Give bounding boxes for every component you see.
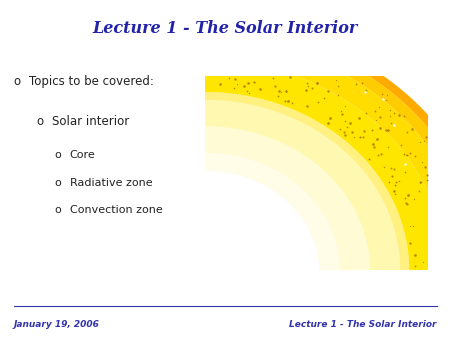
Text: o: o xyxy=(54,150,61,161)
Text: o: o xyxy=(54,204,61,215)
Polygon shape xyxy=(205,29,450,270)
Polygon shape xyxy=(205,100,400,270)
Text: January 19, 2006: January 19, 2006 xyxy=(14,320,99,329)
Polygon shape xyxy=(205,92,409,270)
Text: Solar interior: Solar interior xyxy=(52,115,129,128)
Polygon shape xyxy=(205,126,370,270)
Text: Lecture 1 - The Solar Interior: Lecture 1 - The Solar Interior xyxy=(289,320,436,329)
Polygon shape xyxy=(205,171,319,270)
Polygon shape xyxy=(205,40,450,270)
Polygon shape xyxy=(205,152,340,270)
Text: Core: Core xyxy=(70,150,95,161)
Text: Topics to be covered:: Topics to be covered: xyxy=(29,75,154,88)
Text: Convection zone: Convection zone xyxy=(70,204,162,215)
Text: o: o xyxy=(54,177,61,188)
Text: Lecture 1 - The Solar Interior: Lecture 1 - The Solar Interior xyxy=(92,20,358,37)
Polygon shape xyxy=(205,92,409,270)
Text: Radiative zone: Radiative zone xyxy=(70,177,153,188)
Polygon shape xyxy=(205,21,450,270)
Text: o: o xyxy=(14,75,21,88)
Polygon shape xyxy=(205,61,446,270)
Text: o: o xyxy=(36,115,43,128)
